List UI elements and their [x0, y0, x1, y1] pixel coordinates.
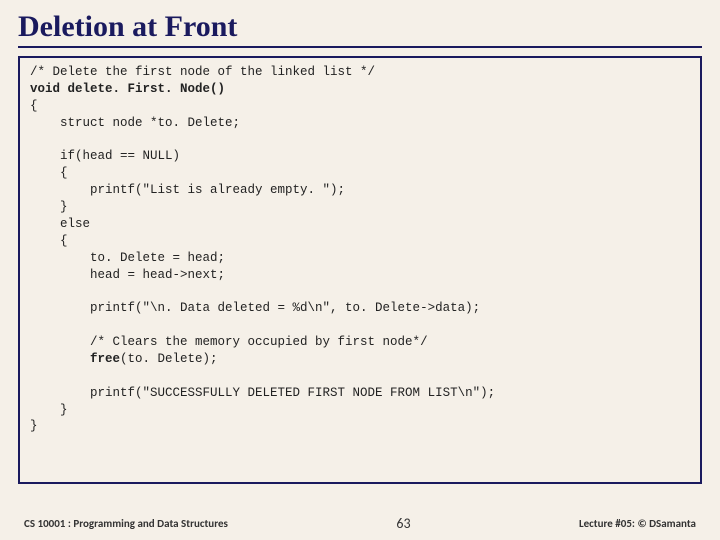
code-line: }	[30, 419, 38, 433]
code-line: struct node *to. Delete;	[30, 116, 240, 130]
code-line: }	[30, 403, 68, 417]
code-line: {	[30, 166, 68, 180]
code-line: head = head->next;	[30, 268, 225, 282]
code-line: printf("SUCCESSFULLY DELETED FIRST NODE …	[30, 386, 495, 400]
code-block: /* Delete the first node of the linked l…	[18, 56, 702, 484]
code-line: }	[30, 200, 68, 214]
code-line: printf("\n. Data deleted = %d\n", to. De…	[30, 301, 480, 315]
code-line: {	[30, 99, 38, 113]
code-funcname: delete. First. Node()	[60, 82, 225, 96]
code-line: if(head == NULL)	[30, 149, 180, 163]
footer-page-number: 63	[396, 515, 410, 532]
code-keyword-free: free	[90, 352, 120, 366]
footer-right: Lecture #05: © DSamanta	[579, 517, 696, 530]
code-line: {	[30, 234, 68, 248]
code-line: printf("List is already empty. ");	[30, 183, 345, 197]
slide-footer: CS 10001 : Programming and Data Structur…	[0, 515, 720, 532]
title-underline	[18, 46, 702, 48]
code-indent	[30, 352, 90, 366]
code-line: /* Delete the first node of the linked l…	[30, 65, 375, 79]
code-line: to. Delete = head;	[30, 251, 225, 265]
slide-title: Deletion at Front	[0, 0, 720, 46]
code-keyword-void: void	[30, 82, 60, 96]
footer-left: CS 10001 : Programming and Data Structur…	[24, 517, 228, 530]
code-line: else	[30, 217, 90, 231]
code-line: (to. Delete);	[120, 352, 218, 366]
code-line: /* Clears the memory occupied by first n…	[30, 335, 428, 349]
